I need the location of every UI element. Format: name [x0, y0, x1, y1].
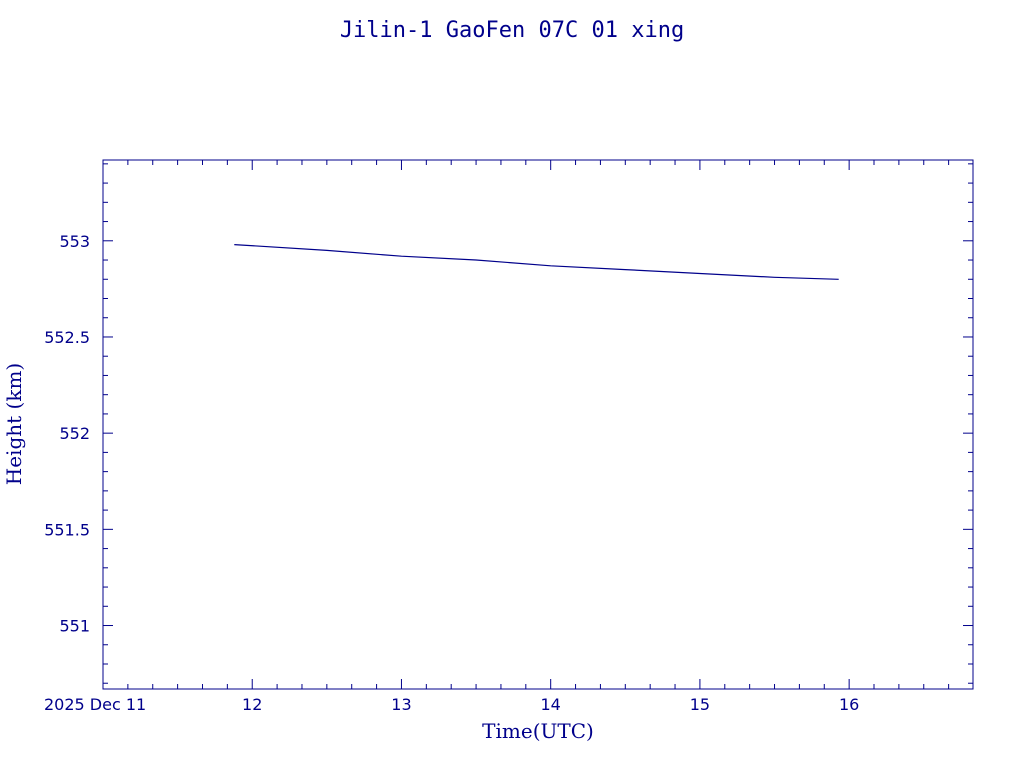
y-tick-label: 553	[59, 232, 90, 251]
tick-labels: 12 13 14 15 16 551 551.5 552 552.5 553	[44, 232, 859, 714]
y-tick-label: 551	[59, 617, 90, 636]
x-tick-label: 13	[391, 695, 411, 714]
x-tick-label: 15	[690, 695, 710, 714]
y-tick-label: 552	[59, 424, 90, 443]
y-tick-label: 551.5	[44, 520, 90, 539]
x-tick-label: 14	[541, 695, 561, 714]
y-tick-label: 552.5	[44, 328, 90, 347]
height-series-line	[234, 244, 839, 280]
x-tick-label: 12	[242, 695, 262, 714]
x-tick-label: 16	[839, 695, 859, 714]
date-label: 2025 Dec 11	[44, 695, 146, 714]
y-axis-label: Height (km)	[2, 363, 26, 485]
plot-frame	[102, 159, 974, 690]
data-series	[234, 244, 839, 280]
chart-title: Jilin-1 GaoFen 07C 01 xing	[340, 18, 684, 43]
axis-ticks	[102, 160, 973, 689]
x-axis-label: Time(UTC)	[482, 719, 594, 743]
